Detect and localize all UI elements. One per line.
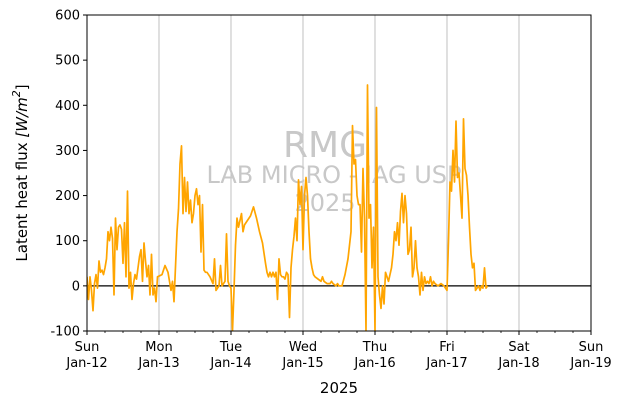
- x-tick-label-4: Jan-16: [353, 356, 395, 371]
- y-axis-title-close: ]: [13, 84, 31, 90]
- vertical-grid: [158, 15, 520, 331]
- y-tick-label-6: 500: [55, 54, 80, 69]
- y-axis-ticks: -100 0 100 200 300 400 500 600: [50, 9, 87, 340]
- y-axis-title-main: Latent heat flux: [13, 138, 31, 262]
- y-axis-title: Latent heat flux [W/m2]: [10, 84, 31, 261]
- x-tick-day-2: Tue: [219, 340, 242, 355]
- y-tick-label-3: 200: [55, 189, 80, 204]
- x-tick-label-1: Jan-13: [137, 356, 179, 371]
- x-axis-ticks: SunJan-12MonJan-13TueJan-14WedJan-15ThuJ…: [65, 331, 612, 371]
- x-tick-label-6: Jan-18: [497, 356, 539, 371]
- x-tick-label-5: Jan-17: [425, 356, 467, 371]
- series-line-0: [87, 84, 489, 331]
- watermark-line2: LAB MICRO - IAG USP: [206, 161, 461, 189]
- series-group: [87, 84, 489, 331]
- x-tick-day-4: Thu: [362, 340, 387, 355]
- x-tick-day-1: Mon: [145, 340, 172, 355]
- y-axis-title-sup: 2: [10, 90, 23, 97]
- x-tick-day-6: Sat: [508, 340, 529, 355]
- y-tick-label-4: 300: [55, 144, 80, 159]
- y-tick-label-0: -100: [50, 325, 80, 340]
- y-tick-label-2: 100: [55, 234, 80, 249]
- x-tick-label-7: Jan-19: [569, 356, 611, 371]
- x-tick-day-3: Wed: [289, 340, 317, 355]
- x-tick-day-7: Sun: [579, 340, 604, 355]
- x-tick-day-0: Sun: [75, 340, 100, 355]
- x-tick-label-2: Jan-14: [209, 356, 251, 371]
- x-tick-label-3: Jan-15: [281, 356, 323, 371]
- x-axis-title: 2025: [320, 379, 358, 397]
- x-tick-day-5: Fri: [439, 340, 455, 355]
- y-tick-label-1: 0: [72, 279, 80, 294]
- y-tick-label-5: 400: [55, 99, 80, 114]
- x-tick-label-0: Jan-12: [65, 356, 107, 371]
- y-axis-title-unit: [W/m: [13, 97, 31, 137]
- y-tick-label-7: 600: [55, 9, 80, 24]
